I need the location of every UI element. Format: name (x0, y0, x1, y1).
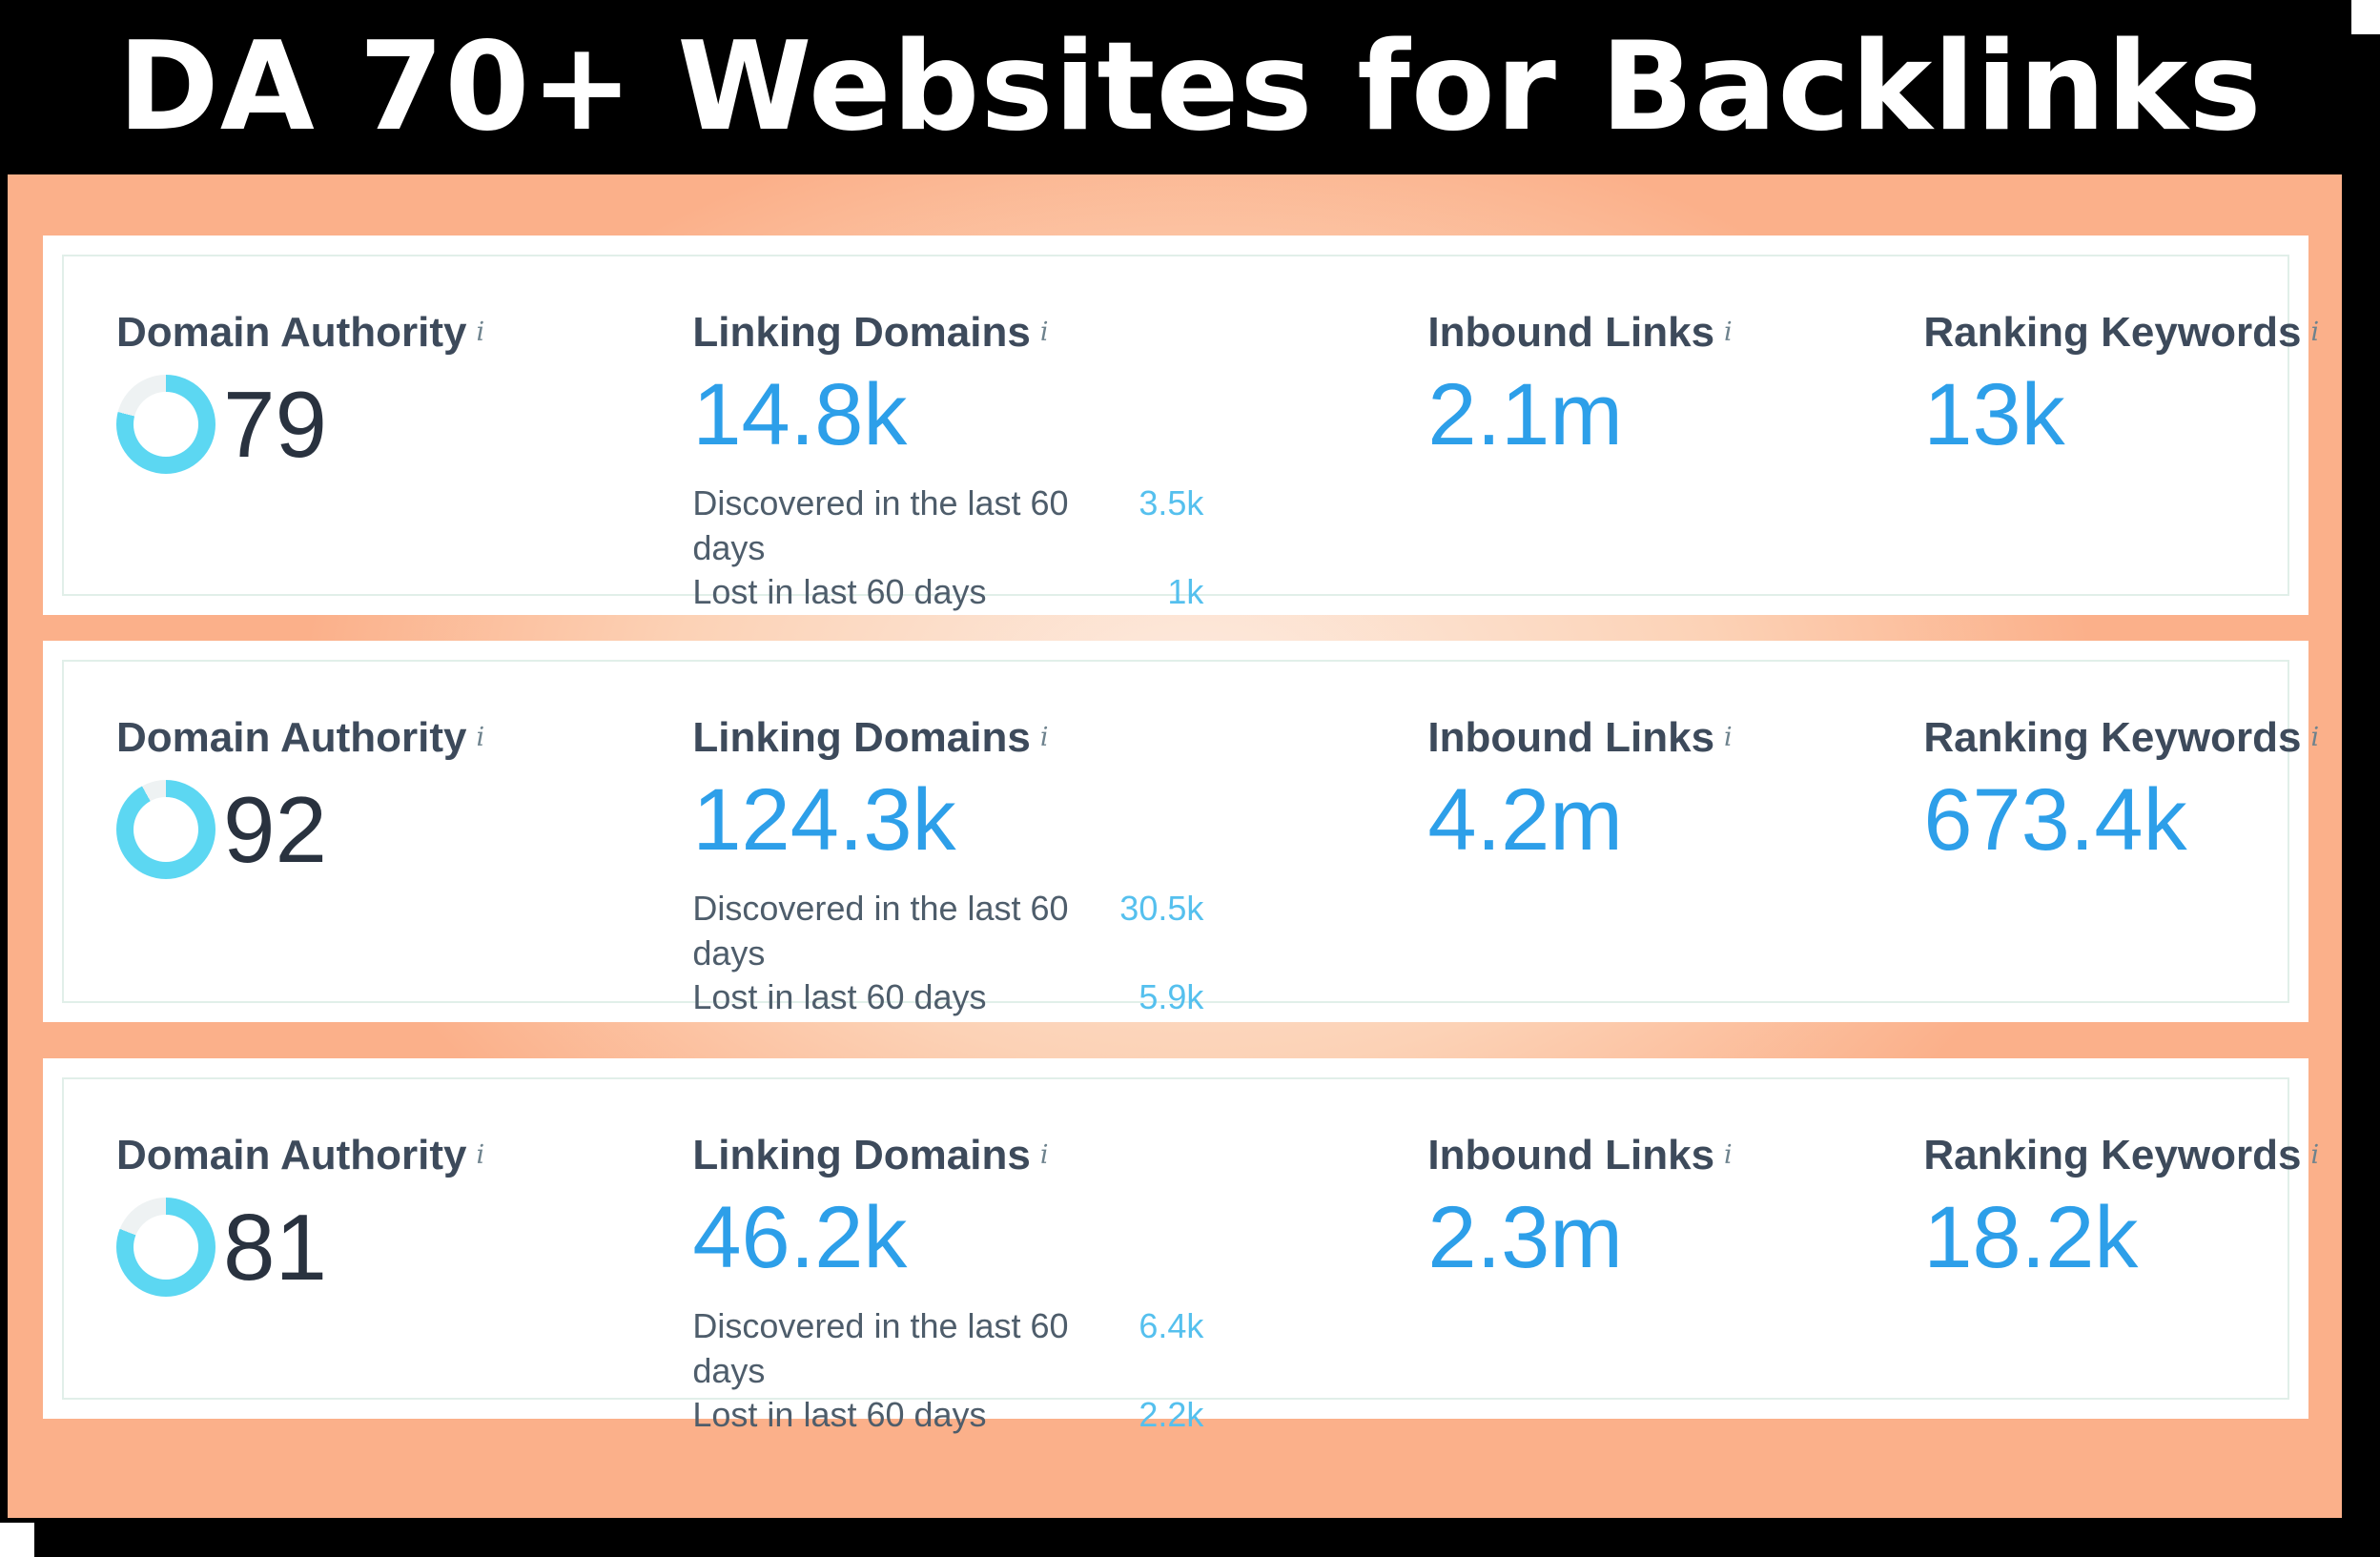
lost-value: 2.2k (1139, 1395, 1204, 1435)
domain-authority-value: 79 (223, 372, 328, 477)
stat-card-inner: Domain Authority i 79 Linking Domains i 14… (62, 255, 2319, 611)
linking-domains-label: Linking Domains (692, 714, 1031, 761)
info-icon[interactable]: i (1039, 317, 1049, 347)
inbound-links-value: 2.3m (1427, 1189, 1623, 1286)
linking-domains-substats: Discovered in the last 60 days 30.5k Los… (692, 887, 1203, 1020)
info-icon[interactable]: i (1039, 1139, 1049, 1170)
domain-authority-metric: Domain Authority i 92 (116, 717, 692, 1020)
discovered-row: Discovered in the last 60 days 30.5k (692, 887, 1203, 976)
info-icon[interactable]: i (1724, 722, 1733, 752)
linking-domains-substats: Discovered in the last 60 days 3.5k Lost… (692, 481, 1203, 615)
inbound-links-label: Inbound Links (1427, 309, 1715, 356)
discovered-label: Discovered in the last 60 days (692, 888, 1069, 973)
domain-authority-label: Domain Authority (116, 714, 467, 761)
info-icon[interactable]: i (2310, 1139, 2320, 1170)
domain-authority-gauge (116, 375, 215, 474)
inbound-links-metric: Inbound Links i 4.2m (1427, 717, 1923, 1020)
lost-row: Lost in last 60 days 1k (692, 570, 1203, 615)
stat-card-inner: Domain Authority i 81 Linking Domains i 46… (62, 1077, 2319, 1434)
domain-authority-gauge (116, 1198, 215, 1297)
domain-authority-value: 92 (223, 777, 328, 882)
discovered-row: Discovered in the last 60 days 3.5k (692, 481, 1203, 571)
inbound-links-label: Inbound Links (1427, 1132, 1715, 1178)
linking-domains-value: 46.2k (692, 1189, 908, 1286)
linking-domains-label: Linking Domains (692, 309, 1031, 356)
domain-authority-metric: Domain Authority i 81 (116, 1135, 692, 1438)
lost-label: Lost in last 60 days (692, 572, 987, 612)
domain-authority-label: Domain Authority (116, 309, 467, 356)
stat-card-inner: Domain Authority i 92 Linking Domains i 12… (62, 660, 2319, 1016)
ranking-keywords-label: Ranking Keywords (1923, 1132, 2302, 1178)
linking-domains-substats: Discovered in the last 60 days 6.4k Lost… (692, 1304, 1203, 1438)
lost-value: 5.9k (1139, 977, 1204, 1017)
domain-authority-label: Domain Authority (116, 1132, 467, 1178)
lost-label: Lost in last 60 days (692, 1395, 987, 1435)
info-icon[interactable]: i (476, 1139, 485, 1170)
title-banner: DA 70+ Websites for Backlinks (0, 0, 2380, 174)
info-icon[interactable]: i (2310, 722, 2320, 752)
ranking-keywords-label: Ranking Keywords (1923, 309, 2302, 356)
inbound-links-metric: Inbound Links i 2.1m (1427, 312, 1923, 615)
discovered-row: Discovered in the last 60 days 6.4k (692, 1304, 1203, 1394)
lost-row: Lost in last 60 days 2.2k (692, 1393, 1203, 1438)
info-icon[interactable]: i (1724, 317, 1733, 347)
page-title: DA 70+ Websites for Backlinks (117, 16, 2263, 158)
ranking-keywords-metric: Ranking Keywords i 13k (1923, 312, 2319, 615)
info-icon[interactable]: i (1039, 722, 1049, 752)
info-icon[interactable]: i (476, 722, 485, 752)
ranking-keywords-value: 18.2k (1923, 1189, 2139, 1286)
info-icon[interactable]: i (1724, 1139, 1733, 1170)
linking-domains-metric: Linking Domains i 14.8k Discovered in the… (692, 312, 1427, 615)
lost-label: Lost in last 60 days (692, 977, 987, 1017)
discovered-label: Discovered in the last 60 days (692, 1305, 1069, 1390)
lost-row: Lost in last 60 days 5.9k (692, 975, 1203, 1020)
linking-domains-metric: Linking Domains i 124.3k Discovered in th… (692, 717, 1427, 1020)
discovered-value: 6.4k (1139, 1305, 1204, 1345)
ranking-keywords-metric: Ranking Keywords i 18.2k (1923, 1135, 2319, 1438)
corner-notch-bottom-left (0, 1523, 34, 1557)
stat-card: Domain Authority i 92 Linking Domains i 12… (43, 641, 2319, 1022)
stat-card: Domain Authority i 81 Linking Domains i 46… (43, 1058, 2319, 1434)
discovered-label: Discovered in the last 60 days (692, 482, 1069, 567)
discovered-value: 3.5k (1139, 482, 1204, 522)
info-icon[interactable]: i (476, 317, 485, 347)
lost-value: 1k (1167, 572, 1204, 612)
inbound-links-label: Inbound Links (1427, 714, 1715, 761)
stat-card: Domain Authority i 79 Linking Domains i 14… (43, 236, 2319, 615)
linking-domains-metric: Linking Domains i 46.2k Discovered in the… (692, 1135, 1427, 1438)
ranking-keywords-value: 13k (1923, 366, 2065, 463)
inbound-links-metric: Inbound Links i 2.3m (1427, 1135, 1923, 1438)
ranking-keywords-value: 673.4k (1923, 771, 2187, 869)
ranking-keywords-label: Ranking Keywords (1923, 714, 2302, 761)
linking-domains-label: Linking Domains (692, 1132, 1031, 1178)
domain-authority-metric: Domain Authority i 79 (116, 312, 692, 615)
corner-notch-top-right (2351, 0, 2380, 34)
inbound-links-value: 2.1m (1427, 366, 1623, 463)
domain-authority-value: 81 (223, 1195, 328, 1300)
info-icon[interactable]: i (2310, 317, 2320, 347)
domain-authority-gauge (116, 780, 215, 879)
inbound-links-value: 4.2m (1427, 771, 1623, 869)
ranking-keywords-metric: Ranking Keywords i 673.4k (1923, 717, 2319, 1020)
discovered-value: 30.5k (1119, 888, 1204, 928)
linking-domains-value: 14.8k (692, 366, 908, 463)
linking-domains-value: 124.3k (692, 771, 956, 869)
peach-panel: Domain Authority i 79 Linking Domains i 14… (8, 174, 2342, 1518)
